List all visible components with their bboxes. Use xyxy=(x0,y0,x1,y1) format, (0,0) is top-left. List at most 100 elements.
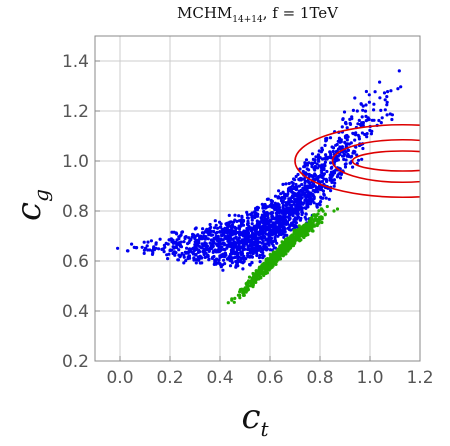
data-point xyxy=(280,215,284,219)
data-point xyxy=(243,239,247,243)
data-point xyxy=(152,245,156,249)
data-point xyxy=(277,221,281,225)
data-point xyxy=(315,162,319,166)
data-point xyxy=(267,266,271,270)
data-point xyxy=(280,240,284,244)
data-point xyxy=(272,246,276,250)
data-point xyxy=(287,197,291,201)
data-point xyxy=(246,236,250,240)
data-point xyxy=(364,119,368,123)
data-point xyxy=(287,199,291,203)
data-point xyxy=(264,232,268,236)
data-point xyxy=(194,258,198,262)
data-point xyxy=(310,216,314,220)
data-point xyxy=(277,247,281,251)
data-point xyxy=(280,211,284,215)
data-point xyxy=(205,247,209,251)
data-point xyxy=(365,135,369,139)
data-point xyxy=(230,297,234,301)
data-point xyxy=(259,270,263,274)
data-point xyxy=(250,222,254,226)
data-point xyxy=(265,259,269,264)
data-point xyxy=(344,158,348,162)
data-point xyxy=(183,250,187,254)
data-point xyxy=(388,112,392,116)
y-tick-label: 0.2 xyxy=(62,352,89,372)
data-point xyxy=(245,216,250,220)
data-point xyxy=(228,264,233,268)
data-point xyxy=(285,194,289,198)
data-point xyxy=(227,213,231,217)
data-point xyxy=(276,226,280,230)
data-point xyxy=(356,133,360,137)
data-point xyxy=(218,262,222,266)
x-tick-label: 1.2 xyxy=(406,368,433,388)
data-point xyxy=(212,240,216,244)
data-point xyxy=(320,208,324,212)
data-point xyxy=(284,182,288,186)
data-point xyxy=(360,157,364,161)
data-point xyxy=(357,137,361,141)
data-point xyxy=(342,157,346,161)
data-point xyxy=(372,118,376,122)
data-point xyxy=(364,114,368,118)
data-point xyxy=(353,96,357,100)
data-point xyxy=(182,253,186,257)
data-point xyxy=(178,255,182,259)
data-point xyxy=(313,214,317,218)
data-point xyxy=(304,212,308,216)
data-point xyxy=(233,296,237,300)
data-point xyxy=(378,96,382,100)
data-point xyxy=(293,178,297,182)
data-point xyxy=(246,231,251,235)
data-point xyxy=(238,296,242,300)
data-point xyxy=(345,138,349,142)
data-point xyxy=(234,226,238,231)
data-point xyxy=(248,263,252,267)
data-point xyxy=(323,143,327,147)
data-point xyxy=(350,117,354,121)
data-point xyxy=(277,230,281,234)
data-point xyxy=(232,300,236,304)
data-point xyxy=(251,237,255,241)
data-point xyxy=(245,226,249,231)
data-point xyxy=(397,69,401,73)
data-point xyxy=(385,113,389,117)
data-point xyxy=(312,201,316,205)
data-point xyxy=(175,238,179,242)
data-point xyxy=(291,214,295,218)
data-point xyxy=(203,244,207,248)
x-tick-label: 1.0 xyxy=(356,368,383,388)
contour-ellipse xyxy=(294,123,420,199)
data-point xyxy=(154,246,158,250)
data-point xyxy=(341,117,345,122)
data-point xyxy=(208,222,212,227)
data-point xyxy=(279,192,283,196)
data-point xyxy=(250,282,254,287)
data-point xyxy=(354,145,358,149)
data-point xyxy=(273,201,277,205)
data-point xyxy=(286,226,290,230)
data-point xyxy=(222,258,226,262)
data-point xyxy=(194,247,198,252)
data-point xyxy=(343,140,347,144)
data-point xyxy=(215,257,219,261)
data-point xyxy=(210,233,215,237)
data-point xyxy=(294,221,298,225)
data-point xyxy=(200,261,204,265)
data-point xyxy=(304,158,309,162)
data-point xyxy=(223,262,227,266)
data-point xyxy=(244,257,248,261)
data-point xyxy=(320,215,324,220)
data-point xyxy=(140,245,144,249)
data-point xyxy=(318,217,322,221)
data-point xyxy=(286,187,291,191)
data-point xyxy=(380,116,384,120)
data-point xyxy=(332,178,336,182)
data-point xyxy=(283,196,287,200)
data-point xyxy=(353,138,357,142)
data-point xyxy=(241,261,245,265)
data-point xyxy=(215,226,220,230)
data-point xyxy=(279,244,283,248)
data-point xyxy=(206,230,210,234)
